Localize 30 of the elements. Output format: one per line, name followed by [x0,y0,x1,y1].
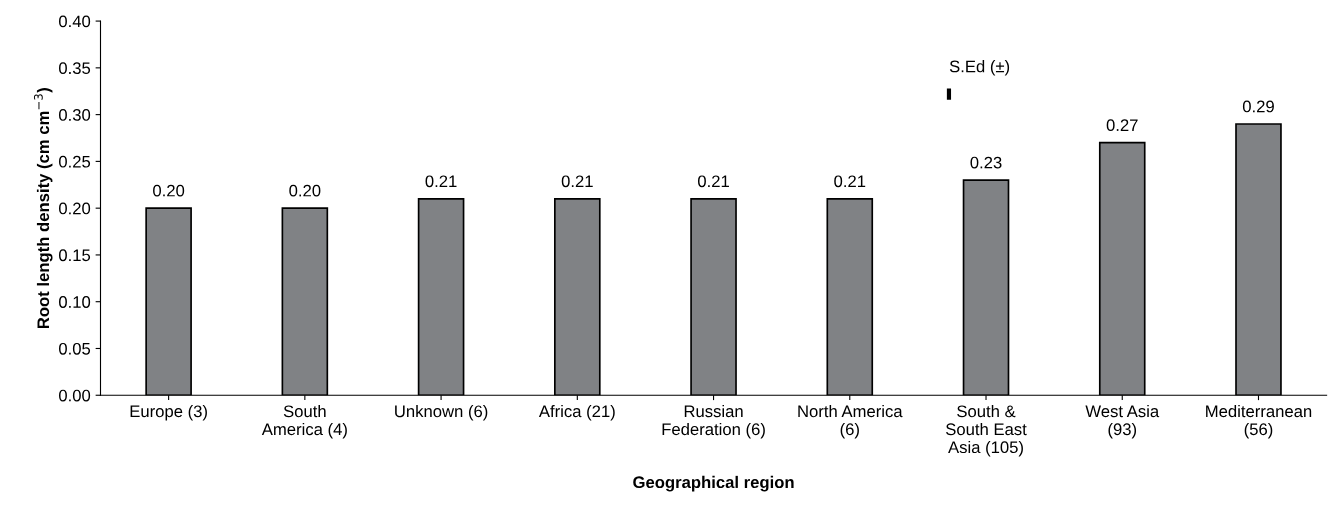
annotation: S.Ed (±) [949,60,1010,76]
y-tick-label: 0.00 [58,389,91,402]
y-tick-label: 0.10 [58,296,91,308]
data-label: 0.23 [970,156,1002,169]
data-label: 0.21 [561,175,593,188]
x-tick-label: South & South East Asia (105) [946,404,1027,457]
x-tick-label: West Asia (93) [1085,404,1160,439]
data-label: 0.20 [289,184,321,197]
data-label: 0.27 [1106,119,1138,132]
x-tick-label: Mediterranean (56) [1206,404,1312,439]
data-label: 0.21 [425,175,457,188]
y-tick-label: 0.35 [58,62,91,75]
x-tick-label: Unknown (6) [395,404,488,421]
x-tick-label: Europe (3) [130,404,207,421]
data-label: 0.20 [153,184,185,197]
data-label: 0.21 [697,175,729,188]
x-tick-label: South America (4) [261,404,347,439]
y-tick-label: 0.30 [58,109,91,121]
y-tick-label: 0.40 [58,15,91,28]
x-tick-label: Russian Federation (6) [662,404,765,439]
y-tick-label: 0.25 [58,155,91,168]
x-tick-label: Africa (21) [538,404,615,421]
y-tick-label: 0.05 [58,342,91,355]
data-label: 0.21 [834,175,866,188]
data-label: 0.29 [1242,100,1274,113]
y-axis-title: Root length density (cm cm$^{−3}$) [33,88,53,329]
x-tick-label: North America (6) [798,404,903,439]
x-axis-title: Geographical region [633,475,794,492]
y-tick-label: 0.20 [58,202,91,215]
y-tick-label: 0.15 [58,249,91,262]
